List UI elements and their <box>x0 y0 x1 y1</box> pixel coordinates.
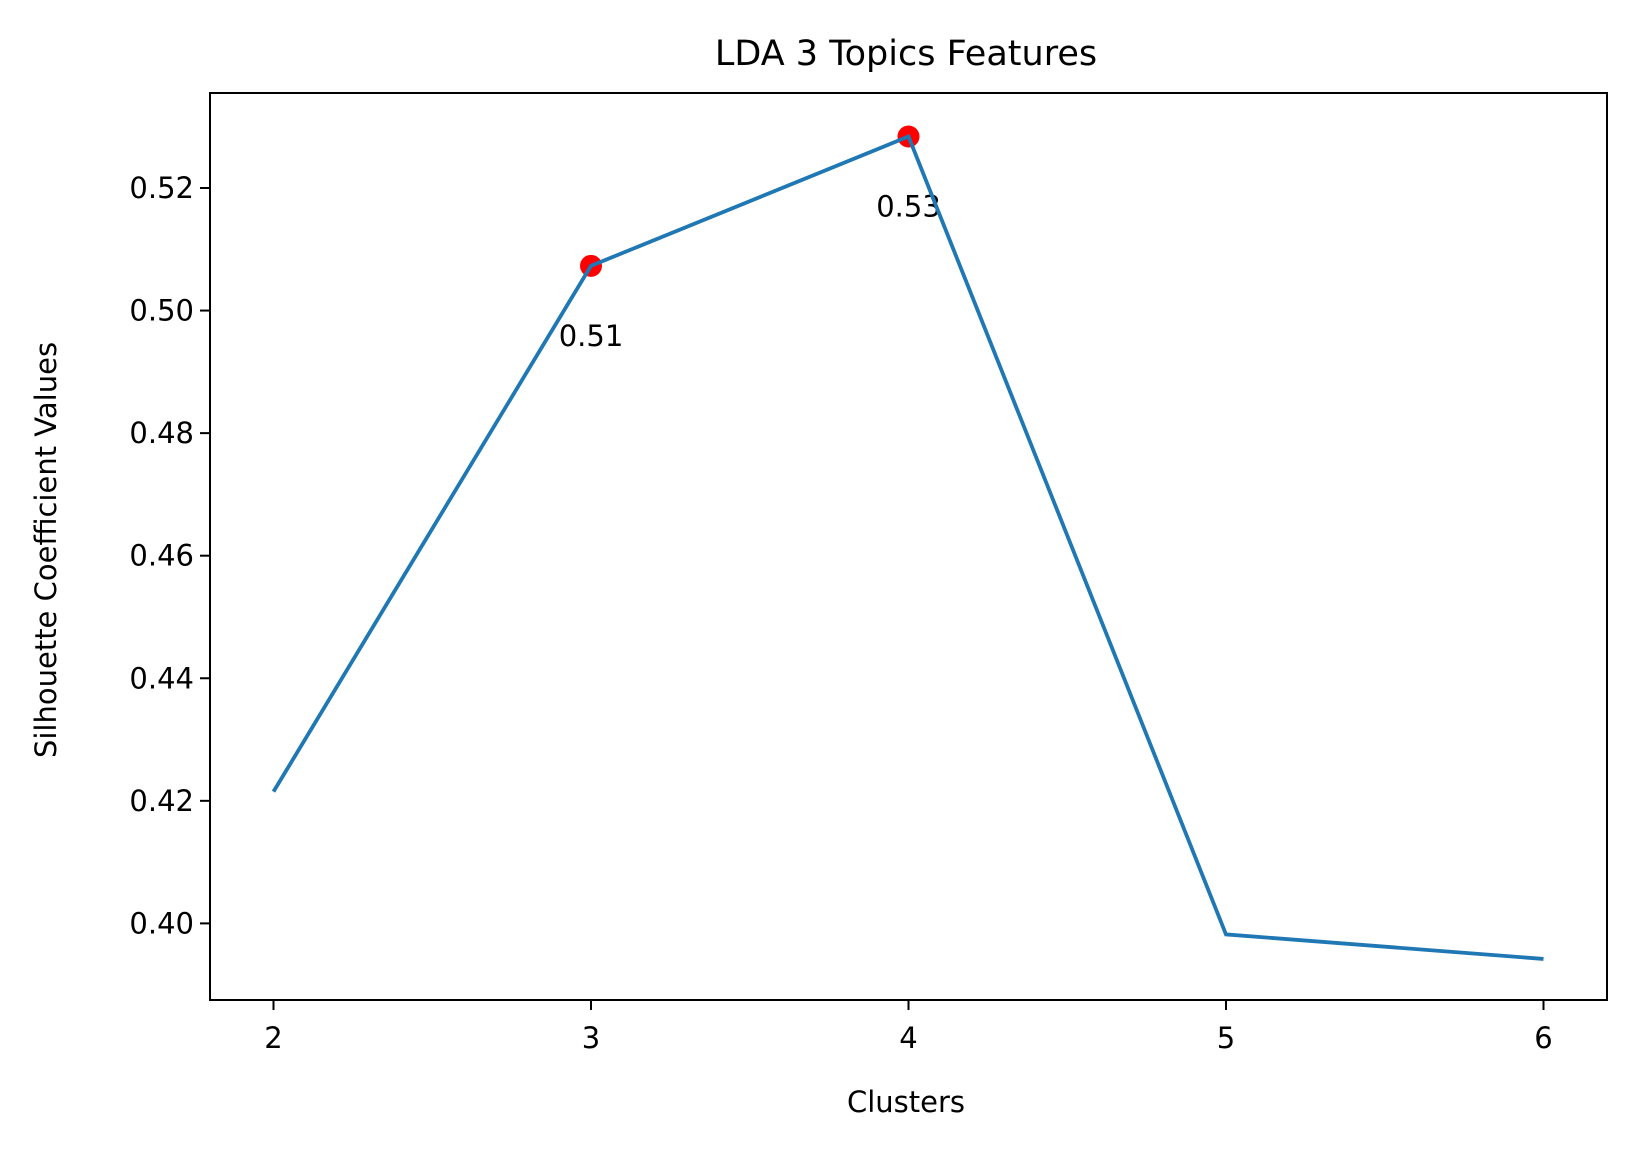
x-tick-label: 5 <box>1217 1021 1235 1055</box>
y-tick-label: 0.52 <box>129 171 194 205</box>
highlight-markers: 0.510.53 <box>559 125 941 353</box>
y-tick-label: 0.50 <box>129 294 194 328</box>
series-line <box>271 134 1544 961</box>
y-tick-label: 0.40 <box>129 906 194 940</box>
x-axis-title: Clusters <box>847 1085 965 1119</box>
y-tick-label: 0.42 <box>129 784 194 818</box>
plot-frame <box>209 92 1608 1001</box>
chart-title: LDA 3 Topics Features <box>715 34 1097 74</box>
data-label: 0.51 <box>559 319 624 353</box>
y-tick-label: 0.48 <box>129 416 194 450</box>
y-tick-label: 0.44 <box>129 661 194 695</box>
x-tick-label: 4 <box>899 1021 917 1055</box>
x-axis-ticks: 2 3 4 5 6 <box>264 1000 1553 1055</box>
y-axis-title: Silhouette Coefficient Values <box>29 342 63 758</box>
x-tick-label: 6 <box>1534 1021 1552 1055</box>
series-layer <box>271 134 1544 961</box>
x-tick-label: 2 <box>264 1021 282 1055</box>
y-tick-label: 0.46 <box>129 539 194 573</box>
y-axis-ticks: 0.40 0.42 0.44 0.46 0.48 0.50 0.52 <box>129 171 210 940</box>
x-tick-label: 3 <box>582 1021 600 1055</box>
